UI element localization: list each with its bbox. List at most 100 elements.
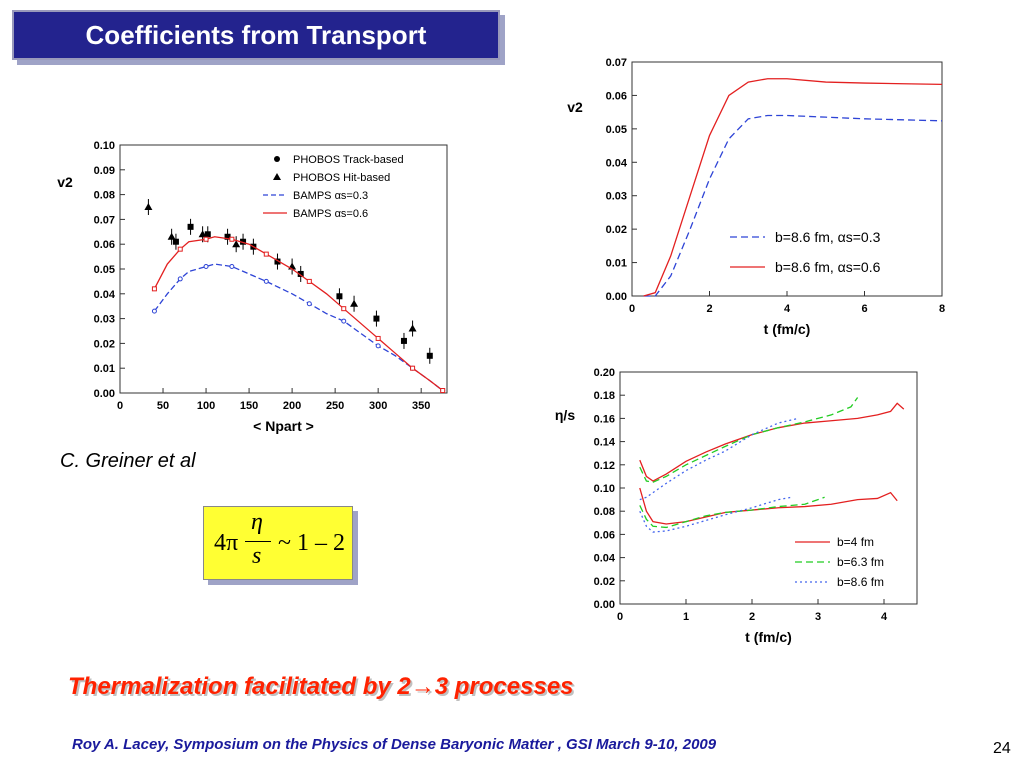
x-tick-label: 150 [240,400,258,412]
series-point [306,301,312,307]
legend-entry: b=8.6 fm, αs=0.3 [775,229,881,245]
legend-entry: b=8.6 fm, αs=0.6 [775,259,881,275]
series-point [410,365,416,371]
data-point [297,270,304,277]
x-tick-label: 1 [683,611,689,623]
y-tick-label: 0.18 [594,390,615,402]
y-tick-label: 0.05 [606,124,627,136]
slide-title: Coefficients from Transport [12,10,500,60]
legend-marker [273,173,281,180]
x-tick-label: 50 [157,400,169,412]
formula-prefix: 4π [214,530,239,556]
data-point [224,233,231,240]
y-tick-label: 0.03 [606,191,627,203]
data-point [426,352,433,359]
series-line [639,496,792,533]
y-tick-label: 0.04 [606,157,628,169]
y-tick-label: 0.07 [606,57,627,69]
y-tick-label: 0.16 [594,413,615,425]
series-point [203,236,209,242]
x-tick-label: 6 [861,303,867,315]
credit-text: C. Greiner et al [60,450,196,472]
x-tick-label: 4 [881,611,888,623]
x-axis-label: t (fm/c) [745,629,792,645]
y-tick-label: 0.01 [94,363,115,375]
eta-over-s-vs-time-chart: 0.00 0.02 0.04 0.06 0.08 0.10 0.12 0.14 0.16 0.18… [555,367,918,645]
legend-entry: b=6.3 fm [837,555,884,569]
plot-frame [619,371,918,605]
y-tick-label: 0.10 [594,483,615,495]
x-tick-label: 200 [283,400,301,412]
series-point [440,388,446,394]
y-tick-label: 0.02 [94,338,115,350]
x-tick-label: 0 [117,400,123,412]
x-tick-label: 3 [815,611,821,623]
legend-entry: PHOBOS Hit-based [293,172,390,184]
y-tick-label: 0.03 [94,314,115,326]
legend-entry: BAMPS αs=0.3 [293,190,368,202]
series-line [639,496,825,529]
series-point [375,335,381,341]
series-line [153,263,444,392]
plot-frame [631,61,943,297]
y-tick-label: 0.05 [94,264,115,276]
x-tick-label: 350 [412,400,430,412]
series-line [643,78,943,297]
y-tick-label: 0.02 [594,576,615,588]
formula-box: 4π η s ~ 1 – 2 [203,506,353,580]
x-axis-label: t (fm/c) [764,321,811,337]
series-point [229,236,235,242]
y-tick-label: 0.00 [606,291,627,303]
data-point [167,232,176,240]
series-point [263,251,269,257]
v2-vs-npart-chart: 0.00 0.01 0.02 0.03 0.04 0.05 0.06 0.07 0.08 0.09… [57,140,448,434]
series-point [177,246,183,252]
y-tick-label: 0.20 [594,367,615,379]
x-tick-label: 0 [617,611,623,623]
fraction-line [245,541,271,542]
data-point [350,299,359,307]
legend-entry: BAMPS αs=0.6 [293,208,368,220]
thermalization-text: Thermalization facilitated by 2→3 proces… [68,673,574,700]
footer-citation: Roy A. Lacey, Symposium on the Physics o… [72,736,717,753]
x-tick-label: 100 [197,400,215,412]
y-tick-label: 0.12 [594,460,615,472]
y-axis-label: v2 [567,99,583,115]
data-point [373,315,380,322]
v2-vs-time-chart: 0.00 0.01 0.02 0.03 0.04 0.05 0.06 0.07 0 2 4 6 8 t (… [567,57,945,337]
data-point [274,258,281,265]
data-point [408,324,417,332]
x-axis-label: < Npart > [253,418,314,434]
page-number: 24 [993,740,1011,757]
legend-entry: b=8.6 fm [837,575,884,589]
y-tick-label: 0.06 [594,529,615,541]
y-tick-label: 0.00 [594,599,615,611]
y-tick-label: 0.06 [606,90,627,102]
data-point [144,203,153,210]
data-point [198,230,207,238]
y-tick-label: 0.04 [94,289,116,301]
series-point [375,343,381,349]
series-point [203,264,209,270]
formula-suffix: ~ 1 – 2 [278,530,345,556]
x-tick-label: 0 [629,303,635,315]
x-tick-label: 4 [784,303,791,315]
series-point [341,318,347,324]
x-tick-label: 300 [369,400,387,412]
formula-denominator: s [252,543,262,569]
series-point [306,278,312,284]
series-line [153,236,444,392]
series-line [643,114,943,297]
y-axis-label: η/s [555,407,575,423]
x-tick-label: 2 [749,611,755,623]
data-point [336,293,343,300]
series-point [177,276,183,282]
series-line [639,397,859,483]
data-point [240,238,247,245]
series-point [151,308,157,314]
y-tick-label: 0.06 [94,239,115,251]
y-axis-label: v2 [57,174,73,190]
legend-entry: PHOBOS Track-based [293,154,404,166]
data-point [187,223,194,230]
y-tick-label: 0.08 [94,190,115,202]
